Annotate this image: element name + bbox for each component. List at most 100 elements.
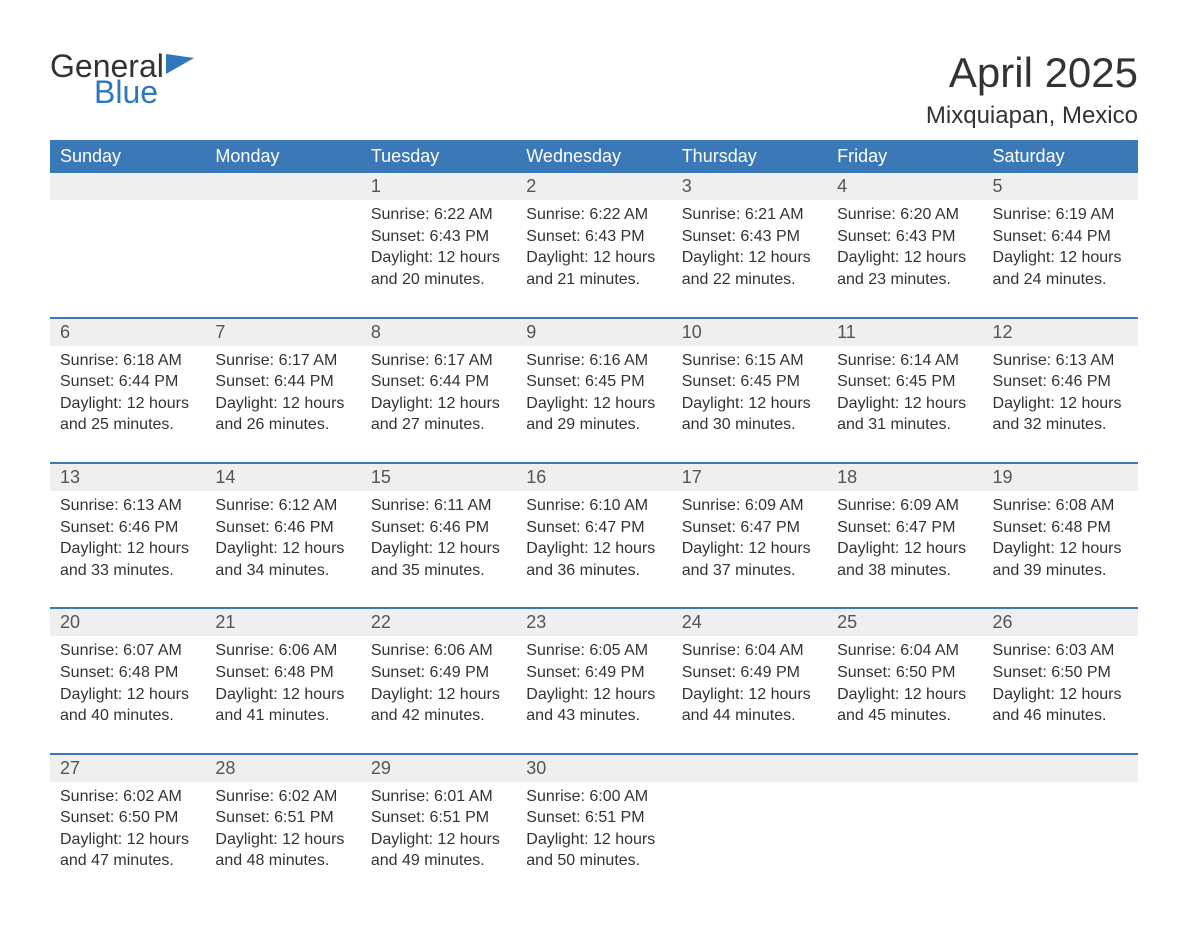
title-location: Mixquiapan, Mexico (926, 102, 1138, 130)
sunset-value: 6:47 PM (740, 519, 800, 536)
daynum-cell: 20 (50, 609, 205, 636)
daynum-cell: 2 (516, 173, 671, 200)
sunrise-line: Sunrise: 6:00 AM (526, 786, 661, 808)
daylight-line: Daylight: 12 hours and 20 minutes. (371, 247, 506, 290)
daynum-cell: 16 (516, 464, 671, 491)
sunset-line: Sunset: 6:44 PM (371, 371, 506, 393)
sunset-value: 6:44 PM (430, 373, 490, 390)
day-data: Sunrise: 6:22 AMSunset: 6:43 PMDaylight:… (361, 200, 516, 290)
week-daynum-row: 13141516171819 (50, 464, 1138, 491)
sunrise-value: 6:11 AM (434, 497, 492, 514)
sunset-line: Sunset: 6:51 PM (371, 807, 506, 829)
week-daynum-row: 27282930 (50, 755, 1138, 782)
sunrise-line: Sunrise: 6:17 AM (215, 350, 350, 372)
daylight-label: Daylight: (837, 540, 904, 557)
sunset-line: Sunset: 6:50 PM (837, 662, 972, 684)
daylight-line: Daylight: 12 hours and 22 minutes. (682, 247, 817, 290)
sunrise-line: Sunrise: 6:14 AM (837, 350, 972, 372)
sunset-label: Sunset: (215, 373, 274, 390)
day-cell: Sunrise: 6:07 AMSunset: 6:48 PMDaylight:… (50, 636, 205, 752)
sunset-value: 6:43 PM (430, 228, 490, 245)
day-data: Sunrise: 6:09 AMSunset: 6:47 PMDaylight:… (672, 491, 827, 581)
sunrise-line: Sunrise: 6:20 AM (837, 204, 972, 226)
daynum-cell: 9 (516, 319, 671, 346)
day-cell: Sunrise: 6:10 AMSunset: 6:47 PMDaylight:… (516, 491, 671, 607)
daylight-label: Daylight: (215, 831, 282, 848)
sunset-label: Sunset: (837, 664, 896, 681)
sunset-line: Sunset: 6:43 PM (526, 226, 661, 248)
daylight-label: Daylight: (993, 540, 1060, 557)
daylight-label: Daylight: (371, 686, 438, 703)
daylight-line: Daylight: 12 hours and 43 minutes. (526, 684, 661, 727)
day-cell: Sunrise: 6:21 AMSunset: 6:43 PMDaylight:… (672, 200, 827, 316)
sunset-line: Sunset: 6:51 PM (526, 807, 661, 829)
daynum-cell: 13 (50, 464, 205, 491)
day-data: Sunrise: 6:09 AMSunset: 6:47 PMDaylight:… (827, 491, 982, 581)
daynum-cell: 10 (672, 319, 827, 346)
daynum: 4 (827, 173, 982, 200)
sunrise-line: Sunrise: 6:06 AM (371, 640, 506, 662)
sunset-label: Sunset: (993, 228, 1052, 245)
sunrise-label: Sunrise: (837, 642, 900, 659)
sunrise-line: Sunrise: 6:22 AM (526, 204, 661, 226)
daylight-label: Daylight: (371, 831, 438, 848)
sunrise-line: Sunrise: 6:04 AM (837, 640, 972, 662)
title-month: April 2025 (926, 50, 1138, 96)
sunset-line: Sunset: 6:48 PM (993, 517, 1128, 539)
sunset-line: Sunset: 6:50 PM (60, 807, 195, 829)
day-cell (205, 200, 360, 316)
sunrise-line: Sunrise: 6:21 AM (682, 204, 817, 226)
sunset-label: Sunset: (60, 373, 119, 390)
week-data-row: Sunrise: 6:18 AMSunset: 6:44 PMDaylight:… (50, 346, 1138, 462)
daylight-label: Daylight: (993, 686, 1060, 703)
day-data: Sunrise: 6:13 AMSunset: 6:46 PMDaylight:… (983, 346, 1138, 436)
sunset-value: 6:46 PM (274, 519, 334, 536)
sunrise-value: 6:17 AM (279, 352, 338, 369)
day-cell: Sunrise: 6:22 AMSunset: 6:43 PMDaylight:… (361, 200, 516, 316)
day-data: Sunrise: 6:06 AMSunset: 6:48 PMDaylight:… (205, 636, 360, 726)
sunrise-label: Sunrise: (526, 642, 589, 659)
week-data-row: Sunrise: 6:07 AMSunset: 6:48 PMDaylight:… (50, 636, 1138, 752)
sunrise-line: Sunrise: 6:16 AM (526, 350, 661, 372)
sunset-line: Sunset: 6:46 PM (993, 371, 1128, 393)
daylight-line: Daylight: 12 hours and 21 minutes. (526, 247, 661, 290)
sunrise-label: Sunrise: (371, 788, 434, 805)
day-data: Sunrise: 6:11 AMSunset: 6:46 PMDaylight:… (361, 491, 516, 581)
sunrise-value: 6:02 AM (279, 788, 338, 805)
day-cell: Sunrise: 6:18 AMSunset: 6:44 PMDaylight:… (50, 346, 205, 462)
daynum-cell: 1 (361, 173, 516, 200)
week-data-row: Sunrise: 6:22 AMSunset: 6:43 PMDaylight:… (50, 200, 1138, 316)
sunrise-value: 6:12 AM (279, 497, 338, 514)
week-daynum-row: 6789101112 (50, 319, 1138, 346)
daylight-label: Daylight: (993, 395, 1060, 412)
day-cell: Sunrise: 6:20 AMSunset: 6:43 PMDaylight:… (827, 200, 982, 316)
day-cell (672, 782, 827, 898)
daynum-cell: 25 (827, 609, 982, 636)
sunrise-label: Sunrise: (371, 206, 434, 223)
sunset-value: 6:44 PM (274, 373, 334, 390)
daynum-cell (50, 173, 205, 200)
sunrise-value: 6:16 AM (589, 352, 648, 369)
sunset-value: 6:48 PM (119, 664, 179, 681)
daynum-cell: 24 (672, 609, 827, 636)
day-cell: Sunrise: 6:05 AMSunset: 6:49 PMDaylight:… (516, 636, 671, 752)
daynum: 19 (983, 464, 1138, 491)
daylight-label: Daylight: (371, 249, 438, 266)
sunrise-label: Sunrise: (371, 642, 434, 659)
daylight-line: Daylight: 12 hours and 33 minutes. (60, 538, 195, 581)
sunset-value: 6:43 PM (896, 228, 956, 245)
sunset-line: Sunset: 6:43 PM (371, 226, 506, 248)
day-cell: Sunrise: 6:00 AMSunset: 6:51 PMDaylight:… (516, 782, 671, 898)
sunrise-label: Sunrise: (993, 352, 1056, 369)
sunset-line: Sunset: 6:47 PM (682, 517, 817, 539)
sunset-label: Sunset: (526, 809, 585, 826)
dayheader-monday: Monday (205, 140, 360, 173)
sunrise-line: Sunrise: 6:03 AM (993, 640, 1128, 662)
sunrise-value: 6:09 AM (745, 497, 804, 514)
day-data: Sunrise: 6:17 AMSunset: 6:44 PMDaylight:… (205, 346, 360, 436)
sunset-label: Sunset: (993, 519, 1052, 536)
day-data: Sunrise: 6:00 AMSunset: 6:51 PMDaylight:… (516, 782, 671, 872)
sunset-value: 6:50 PM (119, 809, 179, 826)
daylight-line: Daylight: 12 hours and 48 minutes. (215, 829, 350, 872)
daynum (983, 755, 1138, 782)
